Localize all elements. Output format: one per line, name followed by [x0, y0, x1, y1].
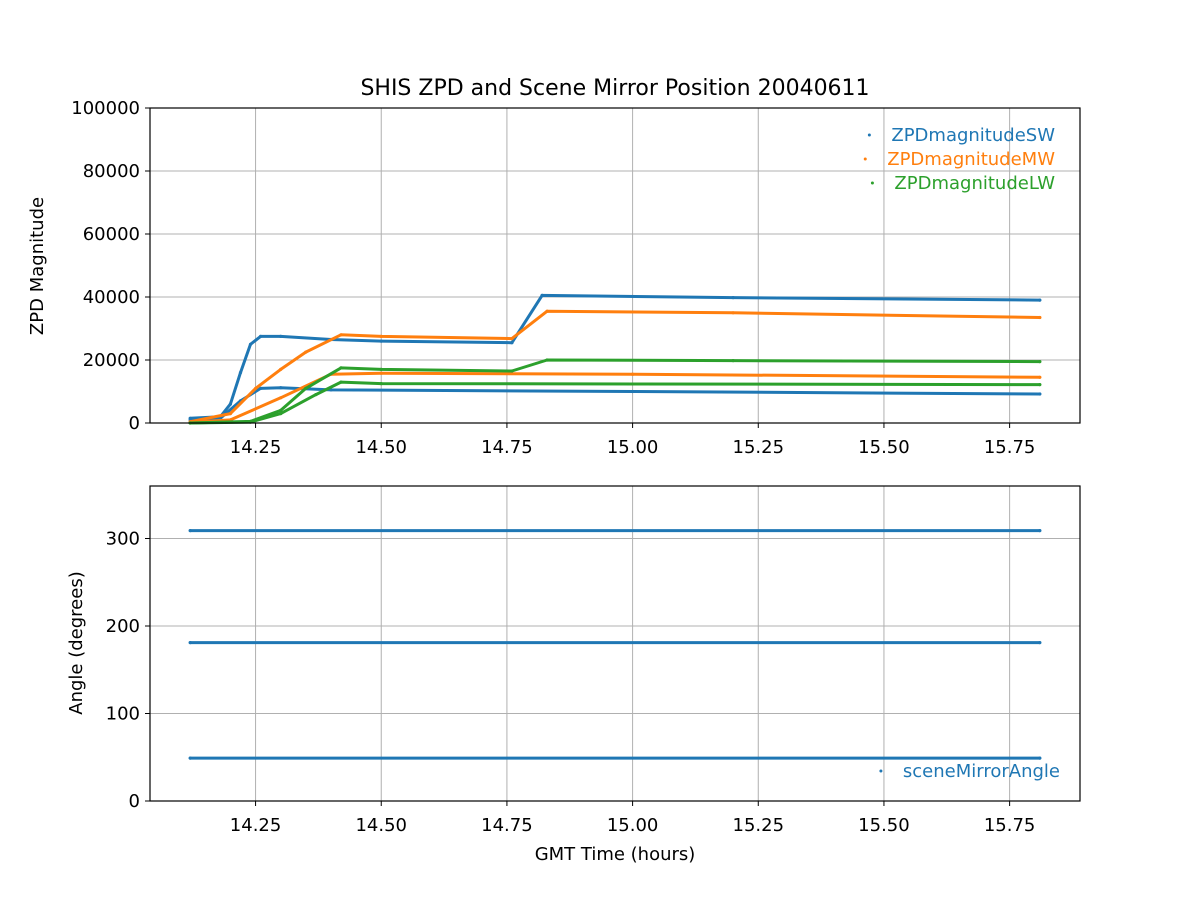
data-point — [510, 369, 514, 373]
y-axis-label-angle: Angle (degrees) — [66, 571, 87, 714]
data-point — [731, 311, 735, 315]
zpd-magnitude-panel: SHIS ZPD and Scene Mirror Position 20040… — [27, 76, 1081, 458]
chart-title: SHIS ZPD and Scene Mirror Position 20040… — [360, 76, 869, 101]
data-point — [279, 396, 283, 400]
data-point — [279, 334, 283, 338]
data-point — [339, 380, 343, 384]
series-ZPDmagnitudeLW — [188, 358, 1042, 425]
data-point — [510, 337, 514, 341]
x-tick-label: 14.50 — [355, 437, 407, 458]
data-point — [1038, 529, 1042, 533]
legend-marker — [879, 769, 883, 773]
y-tick-label: 40000 — [83, 287, 140, 308]
data-point — [188, 756, 192, 760]
mirror-angle-panel: GMT Time (hours) Angle (degrees) 14.25 14… — [66, 485, 1081, 865]
legend-label: ZPDmagnitudeMW — [887, 149, 1055, 170]
data-point — [545, 309, 549, 313]
data-point — [631, 372, 635, 376]
data-point — [731, 296, 735, 300]
data-point — [731, 359, 735, 363]
y-tick-label: 80000 — [83, 161, 140, 182]
legend-marker — [870, 181, 874, 185]
y-axis-label-zpd: ZPD Magnitude — [27, 197, 48, 335]
data-point — [379, 339, 383, 343]
data-point — [314, 393, 318, 397]
x-tick-label: 14.75 — [481, 815, 533, 836]
y-tick-label: 20000 — [83, 350, 140, 371]
plot-frame — [149, 107, 1081, 424]
data-point — [1038, 315, 1042, 320]
x-axis-label: GMT Time (hours) — [535, 844, 696, 865]
data-point — [339, 333, 343, 337]
data-point — [1038, 360, 1042, 364]
data-point — [379, 382, 383, 386]
series-sceneMirrorAngle — [188, 529, 1042, 760]
data-point — [188, 641, 192, 645]
data-point — [1038, 375, 1042, 379]
data-point — [379, 367, 383, 371]
x-tick-label: 15.25 — [733, 815, 785, 836]
y-tick-label: 200 — [106, 616, 140, 637]
data-point — [379, 371, 383, 375]
data-point — [1038, 298, 1042, 302]
x-tick-label: 15.75 — [984, 815, 1036, 836]
x-tick-label: 14.75 — [481, 437, 533, 458]
series-trace — [188, 358, 1042, 425]
y-tick-label: 100 — [106, 704, 140, 725]
x-tick-label: 14.25 — [230, 815, 282, 836]
data-point — [304, 350, 308, 354]
x-tick-label: 14.50 — [355, 815, 407, 836]
data-point — [228, 402, 232, 406]
data-point — [1038, 392, 1042, 396]
data-point — [379, 334, 383, 338]
data-point — [1038, 641, 1042, 645]
x-tick-label: 15.00 — [607, 815, 659, 836]
plot-frame — [149, 485, 1081, 802]
x-tick-label: 15.50 — [858, 815, 910, 836]
data-point — [279, 412, 283, 416]
legend-label: ZPDmagnitudeSW — [891, 125, 1055, 146]
data-point — [304, 386, 308, 390]
data-point — [259, 334, 263, 338]
x-tick-label: 15.75 — [984, 437, 1036, 458]
x-tick-label: 15.25 — [733, 437, 785, 458]
legend-label: sceneMirrorAngle — [903, 761, 1060, 782]
ticks: 14.25 14.50 14.75 15.00 15.25 15.50 15.75 0 100 2… — [106, 529, 1036, 837]
y-tick-label: 60000 — [83, 224, 140, 245]
data-point — [510, 341, 514, 345]
y-tick-label: 0 — [129, 413, 140, 434]
data-point — [545, 358, 549, 362]
legend: sceneMirrorAngle — [879, 761, 1060, 782]
data-point — [279, 386, 283, 390]
data-point — [1038, 756, 1042, 760]
x-tick-label: 15.00 — [607, 437, 659, 458]
data-point — [279, 367, 283, 371]
data-point — [540, 293, 544, 297]
x-tick-label: 14.25 — [230, 437, 282, 458]
y-tick-label: 0 — [129, 791, 140, 812]
ticks: 14.25 14.50 14.75 15.00 15.25 15.50 15.75 0 2000… — [71, 98, 1035, 458]
data-point — [248, 342, 253, 346]
legend-marker — [867, 133, 871, 137]
data-point — [254, 386, 258, 390]
data-point — [339, 366, 343, 370]
y-tick-label: 100000 — [71, 98, 140, 119]
data-point — [188, 529, 192, 533]
data-point — [1038, 383, 1042, 387]
data-point — [279, 408, 283, 412]
data-point — [228, 412, 232, 416]
data-point — [238, 371, 243, 375]
x-tick-label: 15.50 — [858, 437, 910, 458]
data-point — [631, 389, 635, 394]
legend-marker — [863, 157, 867, 161]
y-tick-label: 300 — [106, 529, 140, 550]
data-point — [259, 386, 263, 390]
legend: ZPDmagnitudeSW ZPDmagnitudeMW ZPDmagnitude… — [863, 125, 1055, 194]
legend-label: ZPDmagnitudeLW — [894, 173, 1055, 194]
